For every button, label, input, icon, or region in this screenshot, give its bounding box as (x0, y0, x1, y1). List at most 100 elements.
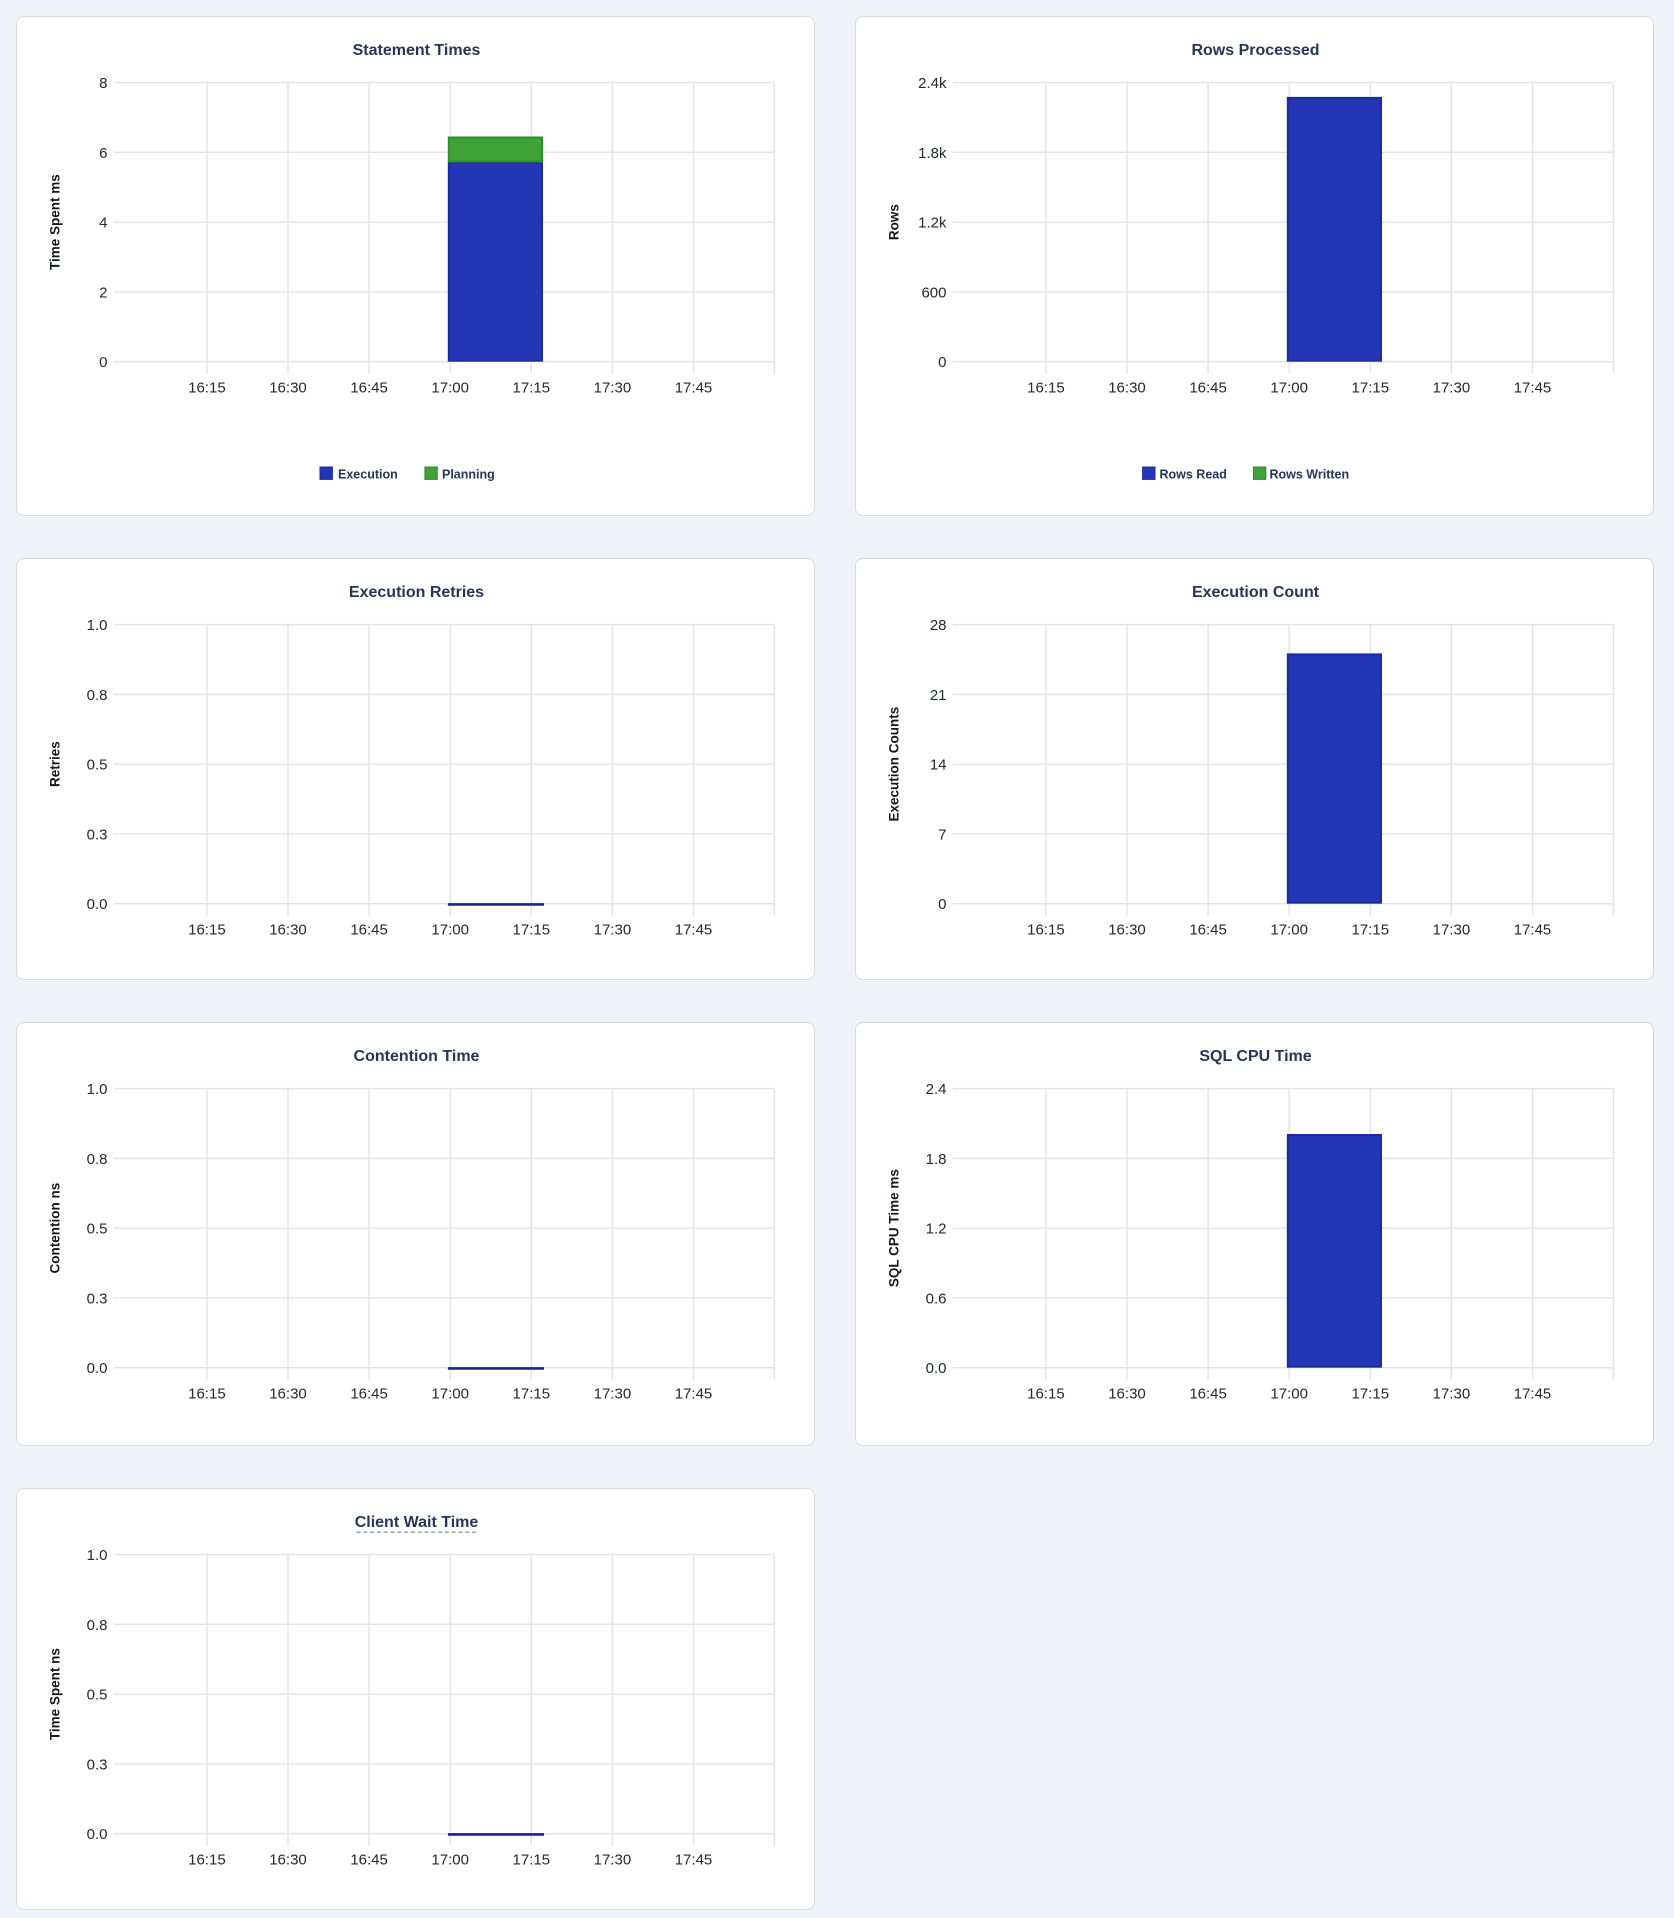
svg-text:17:45: 17:45 (675, 921, 713, 938)
svg-text:Rows Processed: Rows Processed (1191, 42, 1319, 59)
svg-text:0.5: 0.5 (87, 757, 108, 774)
svg-text:16:15: 16:15 (188, 1385, 226, 1402)
svg-text:1.0: 1.0 (87, 617, 108, 634)
svg-text:Rows: Rows (887, 204, 902, 240)
svg-text:0.0: 0.0 (87, 896, 108, 913)
svg-text:Planning: Planning (442, 468, 495, 482)
svg-text:17:00: 17:00 (431, 921, 469, 938)
svg-text:16:45: 16:45 (350, 1385, 388, 1402)
svg-text:17:30: 17:30 (594, 379, 632, 396)
svg-text:17:30: 17:30 (594, 1385, 632, 1402)
svg-text:2: 2 (99, 284, 107, 301)
svg-text:0.8: 0.8 (87, 1617, 108, 1634)
svg-text:16:30: 16:30 (1108, 1385, 1146, 1402)
svg-text:0.3: 0.3 (87, 1756, 108, 1773)
svg-text:17:15: 17:15 (513, 921, 551, 938)
svg-text:6: 6 (99, 145, 107, 162)
svg-text:16:15: 16:15 (188, 921, 226, 938)
svg-text:16:30: 16:30 (1108, 379, 1146, 396)
svg-text:17:00: 17:00 (1270, 921, 1308, 938)
svg-text:8: 8 (99, 75, 107, 92)
svg-text:17:45: 17:45 (1514, 379, 1552, 396)
svg-text:Execution Counts: Execution Counts (887, 707, 902, 822)
svg-text:16:45: 16:45 (1189, 379, 1227, 396)
svg-text:17:45: 17:45 (1514, 921, 1552, 938)
svg-text:Contention Time: Contention Time (354, 1048, 480, 1065)
svg-text:16:30: 16:30 (269, 379, 307, 396)
svg-text:17:15: 17:15 (1352, 1385, 1390, 1402)
svg-text:2.4k: 2.4k (918, 75, 947, 92)
svg-text:0: 0 (99, 354, 107, 371)
svg-text:Time Spent ns: Time Spent ns (48, 1648, 63, 1740)
svg-text:17:30: 17:30 (1433, 1385, 1471, 1402)
svg-text:0.5: 0.5 (87, 1687, 108, 1704)
svg-text:Retries: Retries (48, 741, 63, 787)
svg-text:17:30: 17:30 (1433, 921, 1471, 938)
svg-text:0.0: 0.0 (87, 1360, 108, 1377)
svg-text:16:30: 16:30 (269, 1385, 307, 1402)
svg-text:17:00: 17:00 (431, 379, 469, 396)
svg-text:Rows Read: Rows Read (1160, 468, 1227, 482)
svg-text:0.0: 0.0 (926, 1360, 947, 1377)
svg-text:17:45: 17:45 (675, 379, 713, 396)
svg-text:1.8k: 1.8k (918, 145, 947, 162)
svg-text:16:15: 16:15 (1027, 1385, 1065, 1402)
svg-text:16:30: 16:30 (269, 1851, 307, 1868)
svg-text:4: 4 (99, 215, 107, 232)
svg-text:17:45: 17:45 (675, 1385, 713, 1402)
svg-text:16:30: 16:30 (1108, 921, 1146, 938)
svg-text:16:45: 16:45 (1189, 921, 1227, 938)
svg-text:17:00: 17:00 (1270, 1385, 1308, 1402)
svg-text:Execution Count: Execution Count (1192, 584, 1320, 601)
svg-text:1.8: 1.8 (926, 1151, 947, 1168)
svg-text:17:15: 17:15 (513, 1385, 551, 1402)
svg-text:17:15: 17:15 (1352, 379, 1390, 396)
svg-text:SQL CPU Time ms: SQL CPU Time ms (887, 1169, 902, 1287)
svg-text:0.8: 0.8 (87, 687, 108, 704)
svg-text:Rows Written: Rows Written (1270, 468, 1350, 482)
svg-text:17:00: 17:00 (431, 1385, 469, 1402)
svg-text:28: 28 (930, 617, 947, 634)
svg-text:17:15: 17:15 (513, 379, 551, 396)
svg-text:0.3: 0.3 (87, 1290, 108, 1307)
svg-text:1.0: 1.0 (87, 1547, 108, 1564)
svg-text:600: 600 (921, 284, 946, 301)
svg-text:0.6: 0.6 (926, 1290, 947, 1307)
svg-text:17:45: 17:45 (675, 1851, 713, 1868)
svg-text:17:00: 17:00 (431, 1851, 469, 1868)
svg-text:7: 7 (938, 826, 946, 843)
svg-text:2.4: 2.4 (926, 1081, 947, 1098)
svg-text:Statement Times: Statement Times (353, 42, 481, 59)
svg-text:0.8: 0.8 (87, 1151, 108, 1168)
svg-text:17:15: 17:15 (513, 1851, 551, 1868)
svg-text:16:30: 16:30 (269, 921, 307, 938)
svg-text:16:45: 16:45 (350, 379, 388, 396)
svg-text:16:15: 16:15 (1027, 921, 1065, 938)
svg-text:14: 14 (930, 757, 947, 774)
svg-text:0.5: 0.5 (87, 1221, 108, 1238)
svg-text:Client Wait Time: Client Wait Time (355, 1514, 479, 1531)
svg-text:SQL CPU Time: SQL CPU Time (1199, 1048, 1311, 1065)
svg-text:Time Spent ms: Time Spent ms (48, 174, 63, 270)
svg-text:17:15: 17:15 (1352, 921, 1390, 938)
svg-text:16:15: 16:15 (188, 379, 226, 396)
svg-text:17:30: 17:30 (1433, 379, 1471, 396)
svg-text:0.3: 0.3 (87, 826, 108, 843)
svg-text:16:45: 16:45 (350, 1851, 388, 1868)
svg-text:17:00: 17:00 (1270, 379, 1308, 396)
svg-text:Execution Retries: Execution Retries (349, 584, 484, 601)
svg-text:Execution: Execution (338, 468, 398, 482)
svg-text:21: 21 (930, 687, 947, 704)
svg-text:0: 0 (938, 896, 946, 913)
svg-text:1.0: 1.0 (87, 1081, 108, 1098)
svg-text:1.2k: 1.2k (918, 215, 947, 232)
svg-text:0: 0 (938, 354, 946, 371)
svg-text:17:30: 17:30 (594, 1851, 632, 1868)
svg-text:16:15: 16:15 (188, 1851, 226, 1868)
svg-text:1.2: 1.2 (926, 1221, 947, 1238)
svg-text:Contention ns: Contention ns (48, 1183, 63, 1274)
svg-text:17:30: 17:30 (594, 921, 632, 938)
svg-text:17:45: 17:45 (1514, 1385, 1552, 1402)
svg-text:16:45: 16:45 (1189, 1385, 1227, 1402)
svg-text:0.0: 0.0 (87, 1826, 108, 1843)
